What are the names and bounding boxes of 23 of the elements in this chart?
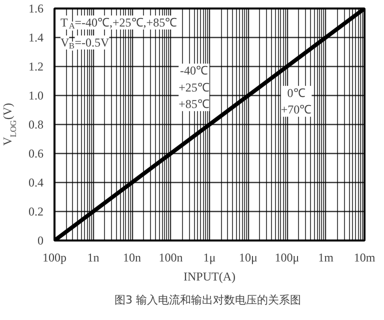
x-axis-title: INPUT(A) bbox=[184, 270, 236, 284]
x-tick-label: 100n bbox=[158, 250, 183, 264]
x-tick-label: 100p bbox=[42, 250, 66, 264]
caption: 图3 输入电流和输出对数电压的关系图 bbox=[114, 294, 302, 306]
y-tick-label: 1.0 bbox=[28, 88, 44, 102]
x-tick-label: 1m bbox=[318, 250, 334, 264]
x-tick-label: 10n bbox=[123, 250, 141, 264]
y-tick-label: 0.8 bbox=[28, 118, 44, 132]
y-tick-label: 0.4 bbox=[28, 176, 44, 190]
y-tick-label: 1.2 bbox=[28, 60, 44, 74]
x-tick-label: 10μ bbox=[239, 250, 258, 264]
annotation: -40℃ +25℃ +85℃ bbox=[178, 64, 210, 112]
x-tick-label: 10m bbox=[354, 250, 376, 264]
y-tick-label: 1.4 bbox=[28, 30, 44, 44]
y-tick-label: 0.2 bbox=[28, 204, 44, 218]
y-axis-title: VLOG(V) bbox=[0, 102, 18, 146]
x-tick-label: 100μ bbox=[274, 250, 300, 264]
annotation: 0℃ +70℃ bbox=[280, 86, 312, 117]
x-tick-label: 1n bbox=[87, 250, 100, 264]
y-tick-label: 0 bbox=[38, 234, 44, 248]
y-tick-label: 0.6 bbox=[28, 146, 44, 160]
y-tick-label: 1.6 bbox=[28, 2, 44, 16]
x-tick-label: 1μ bbox=[203, 250, 216, 264]
